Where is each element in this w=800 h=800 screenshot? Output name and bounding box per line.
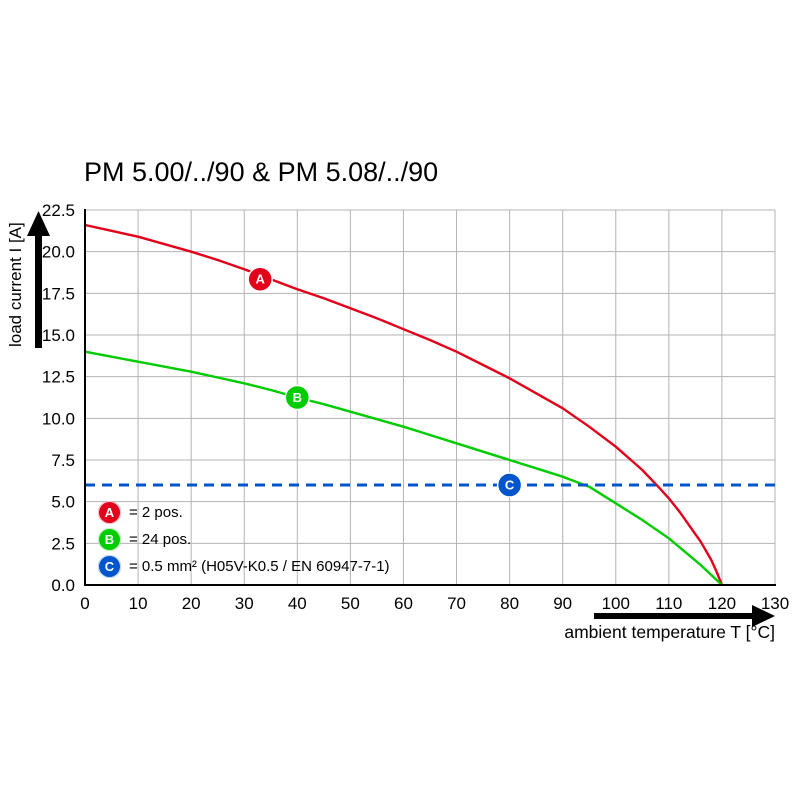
svg-text:15.0: 15.0 (42, 326, 75, 345)
svg-text:20.0: 20.0 (42, 243, 75, 262)
y-axis-arrow-icon (27, 211, 50, 348)
svg-text:10: 10 (129, 594, 148, 613)
marker-B-icon (284, 384, 311, 411)
svg-text:12.5: 12.5 (42, 368, 75, 387)
curve-A (84, 223, 724, 586)
legend-label-c: = 0.5 mm² (H05V-K0.5 / EN 60947-7-1) (129, 558, 390, 575)
svg-text:100: 100 (602, 594, 630, 613)
legend-marker-b-letter: B (104, 532, 115, 547)
svg-text:60: 60 (394, 594, 413, 613)
svg-text:80: 80 (500, 594, 519, 613)
svg-text:20: 20 (182, 594, 201, 613)
svg-text:40: 40 (288, 594, 307, 613)
legend-marker-b-icon: B (98, 528, 121, 551)
svg-text:0.0: 0.0 (51, 576, 75, 595)
svg-text:120: 120 (708, 594, 736, 613)
svg-text:5.0: 5.0 (51, 493, 75, 512)
svg-text:30: 30 (235, 594, 254, 613)
legend: A = 2 pos. B = 24 pos. C = 0.5 mm² (H05V… (98, 501, 390, 578)
legend-marker-a-letter: A (104, 505, 115, 520)
marker-B-letter: B (293, 390, 302, 405)
curve-B (84, 350, 723, 586)
data-series: ABC (84, 209, 776, 586)
legend-label-b: = 24 pos. (129, 531, 192, 548)
svg-text:70: 70 (447, 594, 466, 613)
svg-text:17.5: 17.5 (42, 284, 75, 303)
marker-C-icon (496, 472, 523, 498)
legend-marker-a-icon: A (98, 501, 121, 524)
legend-label-a: = 2 pos. (129, 504, 183, 521)
svg-text:10.0: 10.0 (42, 409, 75, 428)
legend-item-c: C = 0.5 mm² (H05V-K0.5 / EN 60947-7-1) (98, 555, 390, 578)
legend-item-b: B = 24 pos. (98, 528, 390, 551)
svg-text:130: 130 (761, 594, 789, 613)
marker-A-letter: A (256, 272, 266, 287)
grid-and-ticks: 0 10 20 30 40 50 60 70 80 90 100 110 120 130 0.0 2.5 5.0… (42, 201, 789, 613)
svg-text:2.5: 2.5 (51, 534, 75, 553)
svg-text:110: 110 (655, 594, 682, 613)
svg-text:50: 50 (341, 594, 360, 613)
legend-marker-c-icon: C (98, 555, 121, 578)
legend-item-a: A = 2 pos. (98, 501, 390, 524)
svg-text:90: 90 (553, 594, 572, 613)
chart-title: PM 5.00/../90 & PM 5.08/../90 (84, 157, 439, 187)
svg-text:7.5: 7.5 (51, 451, 75, 470)
marker-C-letter: C (505, 478, 515, 493)
svg-text:0: 0 (80, 594, 89, 613)
x-axis-label: ambient temperature T [°C] (564, 622, 775, 642)
marker-A-icon (247, 266, 273, 292)
x-axis-arrow-icon (594, 605, 775, 627)
legend-marker-c-letter: C (104, 559, 115, 574)
svg-text:22.5: 22.5 (42, 201, 75, 220)
